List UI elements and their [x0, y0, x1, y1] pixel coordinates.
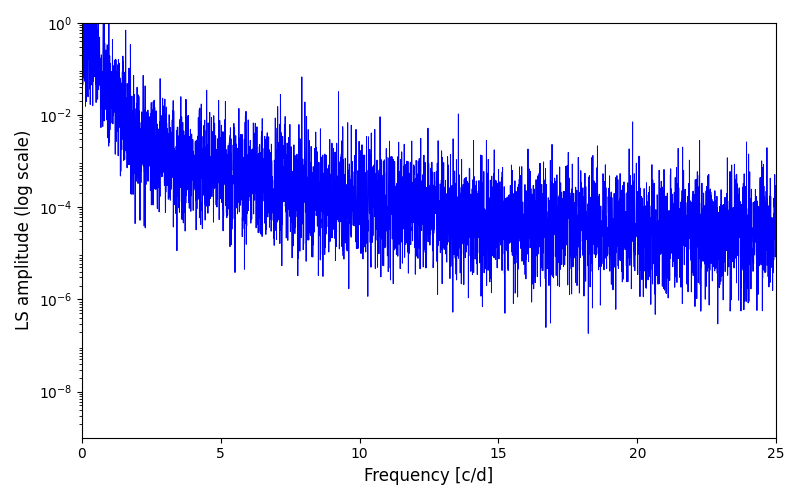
X-axis label: Frequency [c/d]: Frequency [c/d] — [364, 467, 494, 485]
Y-axis label: LS amplitude (log scale): LS amplitude (log scale) — [15, 130, 33, 330]
